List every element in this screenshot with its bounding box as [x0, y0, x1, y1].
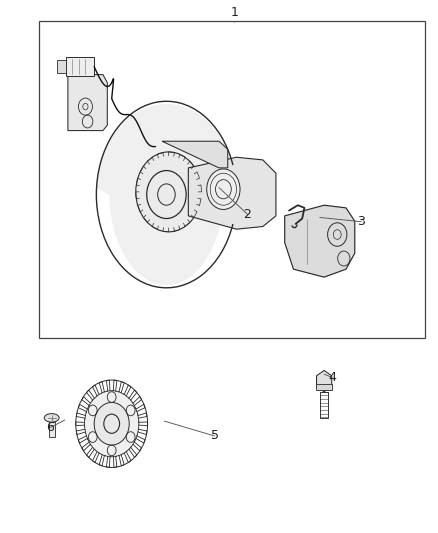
- Polygon shape: [285, 205, 355, 277]
- Polygon shape: [162, 141, 228, 168]
- Circle shape: [136, 152, 201, 232]
- Text: 4: 4: [328, 371, 336, 384]
- Polygon shape: [68, 75, 107, 131]
- Polygon shape: [317, 370, 332, 392]
- Polygon shape: [66, 57, 94, 76]
- Polygon shape: [49, 422, 55, 437]
- Circle shape: [94, 402, 129, 445]
- Bar: [39, 21, 425, 338]
- Ellipse shape: [44, 414, 59, 422]
- Text: 5: 5: [211, 430, 219, 442]
- Text: 6: 6: [46, 421, 54, 434]
- Polygon shape: [96, 104, 227, 285]
- Polygon shape: [57, 60, 66, 73]
- Circle shape: [207, 169, 240, 209]
- Polygon shape: [188, 157, 276, 229]
- Text: 2: 2: [244, 208, 251, 221]
- Circle shape: [85, 391, 139, 457]
- Polygon shape: [316, 384, 332, 390]
- Text: 3: 3: [357, 215, 365, 228]
- Text: 1: 1: [230, 6, 238, 19]
